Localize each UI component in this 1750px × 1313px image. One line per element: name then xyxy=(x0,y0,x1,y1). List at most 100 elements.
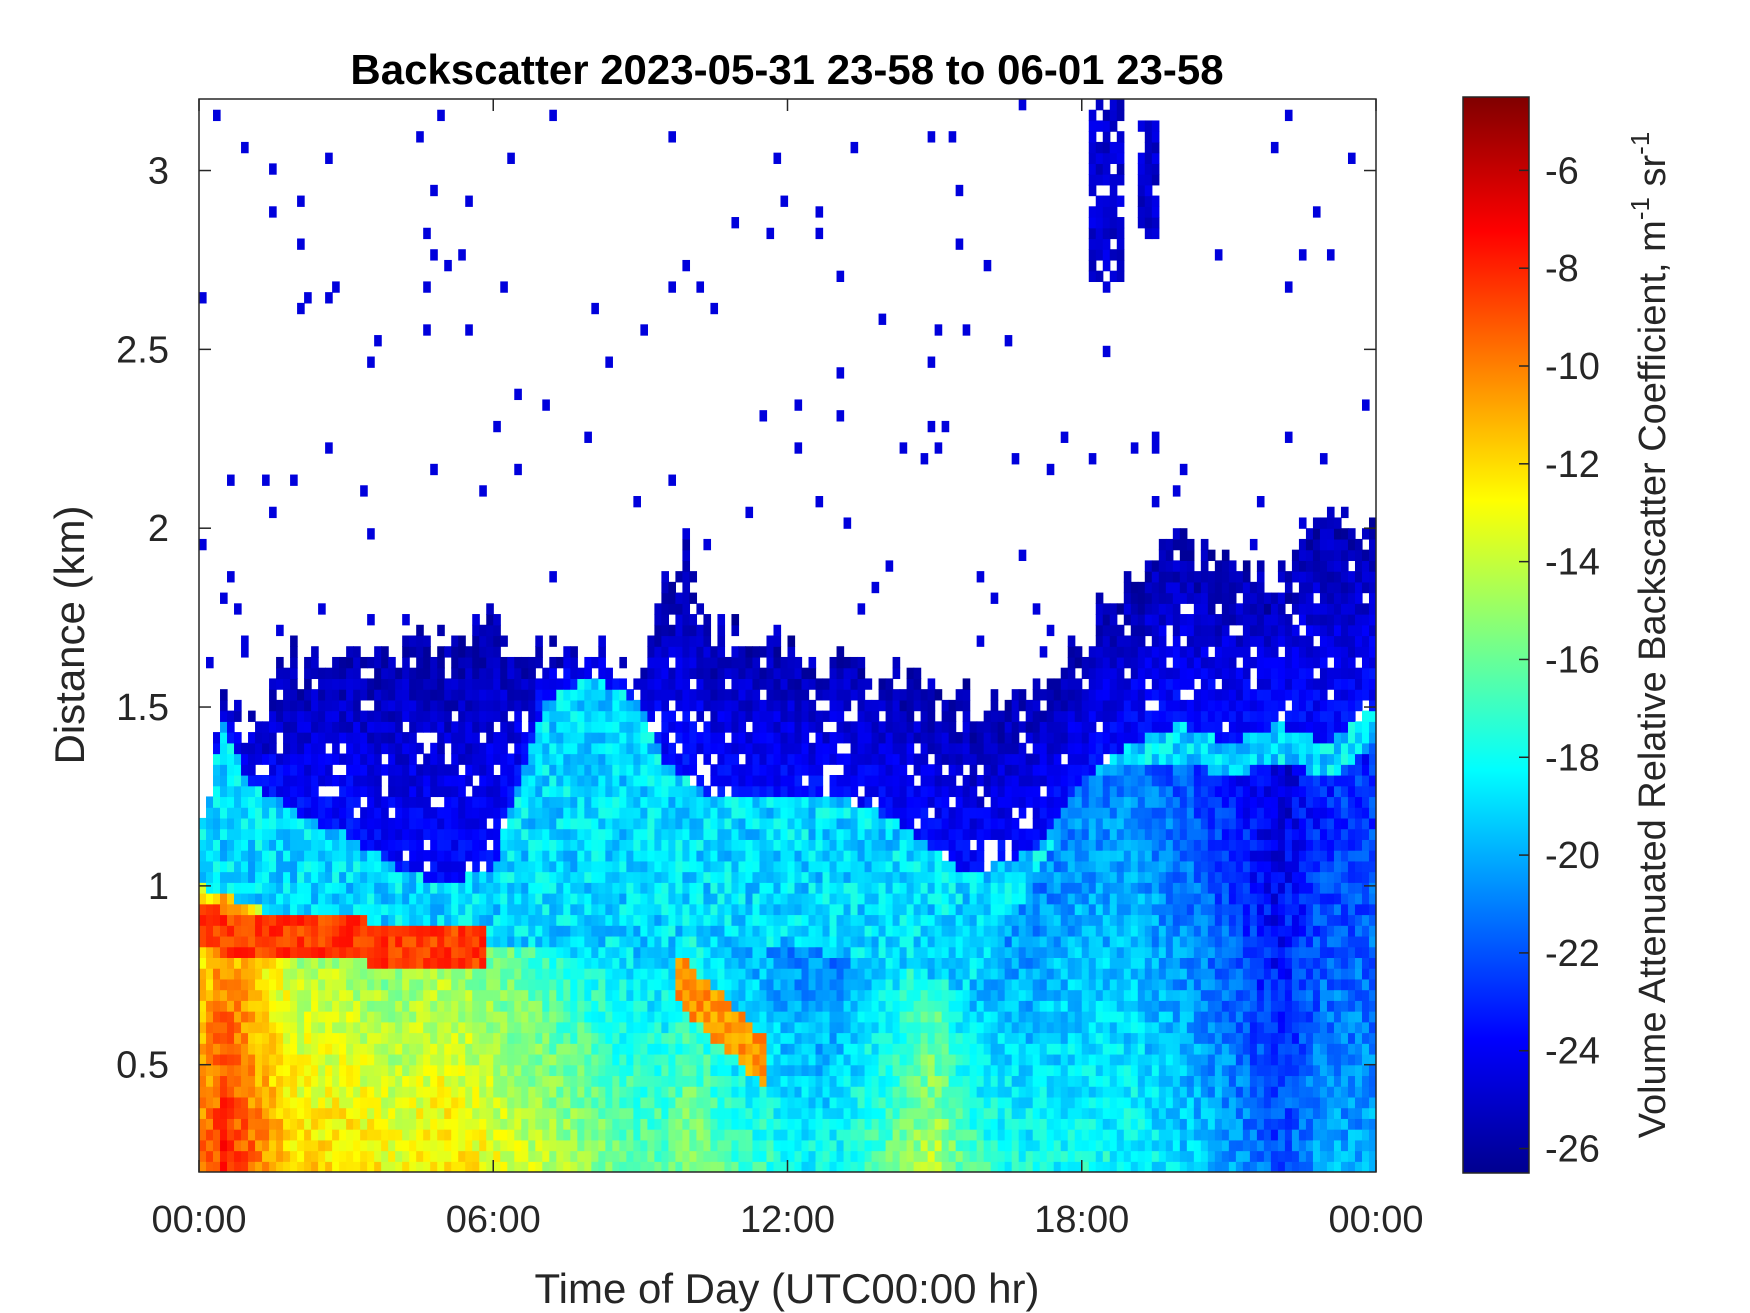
heatmap-cell xyxy=(864,882,873,894)
heatmap-cell xyxy=(801,1032,810,1044)
heatmap-cell xyxy=(472,871,480,883)
heatmap-cell xyxy=(654,1021,662,1034)
heatmap-cell xyxy=(339,1096,347,1109)
heatmap-cell xyxy=(486,753,494,765)
heatmap-cell xyxy=(444,1161,452,1172)
heatmap-cell xyxy=(514,1021,522,1034)
heatmap-cell xyxy=(507,774,515,787)
heatmap-cell xyxy=(465,667,473,680)
heatmap-cell xyxy=(486,1086,494,1098)
heatmap-cell xyxy=(836,1021,845,1034)
heatmap-cell xyxy=(430,893,438,905)
heatmap-cell xyxy=(927,1086,936,1098)
heatmap-cell xyxy=(220,785,228,798)
heatmap-cell xyxy=(423,646,431,658)
heatmap-cell xyxy=(815,1000,824,1012)
heatmap-cell xyxy=(822,871,831,883)
heatmap-cell xyxy=(521,678,529,690)
heatmap-cell xyxy=(878,1021,887,1034)
heatmap-cell xyxy=(780,817,789,830)
heatmap-cell xyxy=(234,1021,242,1034)
heatmap-cell xyxy=(262,1161,270,1172)
heatmap-cell xyxy=(241,1032,249,1044)
heatmap-cell xyxy=(745,699,754,712)
heatmap-cell xyxy=(689,1139,698,1152)
heatmap-cell xyxy=(458,946,466,958)
heatmap-cell xyxy=(822,689,831,701)
heatmap-cell xyxy=(332,914,340,926)
heatmap-cell xyxy=(416,871,424,883)
heatmap-cell xyxy=(801,828,810,840)
heatmap-cell xyxy=(514,732,522,744)
heatmap-cell xyxy=(402,678,410,690)
heatmap-cell xyxy=(395,710,403,722)
heatmap-cell xyxy=(857,850,866,862)
heatmap-cell xyxy=(871,1139,880,1152)
heatmap-cell xyxy=(647,968,655,980)
heatmap-cell xyxy=(220,710,228,722)
heatmap-cell xyxy=(689,689,698,701)
heatmap-cell xyxy=(304,1000,312,1012)
heatmap-cell xyxy=(402,946,410,958)
heatmap-cell xyxy=(493,753,501,765)
heatmap-cell xyxy=(451,1011,459,1023)
heatmap-cell xyxy=(633,1053,641,1066)
heatmap-cell xyxy=(850,732,859,744)
heatmap-cell xyxy=(248,882,256,894)
heatmap-cell xyxy=(472,678,480,690)
heatmap-cell xyxy=(934,1129,943,1141)
heatmap-cell xyxy=(472,989,480,1001)
heatmap-cell xyxy=(206,1011,214,1023)
heatmap-cell xyxy=(668,1043,677,1055)
heatmap-cell xyxy=(339,807,347,819)
heatmap-cell xyxy=(857,764,866,776)
heatmap-cell xyxy=(465,1021,473,1034)
heatmap-cell xyxy=(227,571,235,583)
heatmap-cell xyxy=(745,1000,754,1012)
heatmap-cell xyxy=(451,732,459,744)
heatmap-cell xyxy=(276,807,284,819)
heatmap-cell xyxy=(584,1161,592,1172)
heatmap-cell xyxy=(703,1021,712,1034)
heatmap-cell xyxy=(850,946,859,958)
heatmap-cell xyxy=(332,946,340,958)
heatmap-cell xyxy=(787,635,796,647)
heatmap-cell xyxy=(920,871,929,883)
heatmap-cell xyxy=(500,935,508,948)
heatmap-cell xyxy=(430,1096,438,1109)
heatmap-cell xyxy=(857,1011,866,1023)
heatmap-cell xyxy=(913,1000,922,1012)
heatmap-cell xyxy=(570,828,578,840)
heatmap-cell xyxy=(759,1129,768,1141)
heatmap-cell xyxy=(850,957,859,969)
heatmap-cell xyxy=(388,785,396,798)
heatmap-cell xyxy=(535,850,543,862)
heatmap-cell xyxy=(339,1118,347,1130)
heatmap-cell xyxy=(640,968,648,980)
heatmap-cell xyxy=(535,774,543,787)
heatmap-cell xyxy=(780,667,789,680)
heatmap-cell xyxy=(885,1118,894,1130)
heatmap-cell xyxy=(479,925,487,937)
heatmap-cell xyxy=(318,925,326,937)
heatmap-cell xyxy=(521,968,529,980)
heatmap-cell xyxy=(486,742,494,755)
heatmap-cell xyxy=(850,807,859,819)
heatmap-cell xyxy=(570,796,578,808)
heatmap-cell xyxy=(507,721,515,733)
heatmap-cell xyxy=(255,1075,263,1087)
heatmap-cell xyxy=(787,968,796,980)
heatmap-cell xyxy=(794,860,803,873)
heatmap-cell xyxy=(577,785,585,798)
heatmap-cell xyxy=(850,1086,859,1098)
heatmap-cell xyxy=(332,656,340,669)
heatmap-cell xyxy=(759,1064,768,1077)
heatmap-cell xyxy=(269,893,277,905)
heatmap-cell xyxy=(899,699,908,712)
heatmap-cell xyxy=(479,914,487,926)
heatmap-cell xyxy=(255,1118,263,1130)
heatmap-cell xyxy=(234,807,242,819)
heatmap-cell xyxy=(206,925,214,937)
heatmap-cell xyxy=(647,656,655,669)
heatmap-cell xyxy=(906,1075,915,1087)
